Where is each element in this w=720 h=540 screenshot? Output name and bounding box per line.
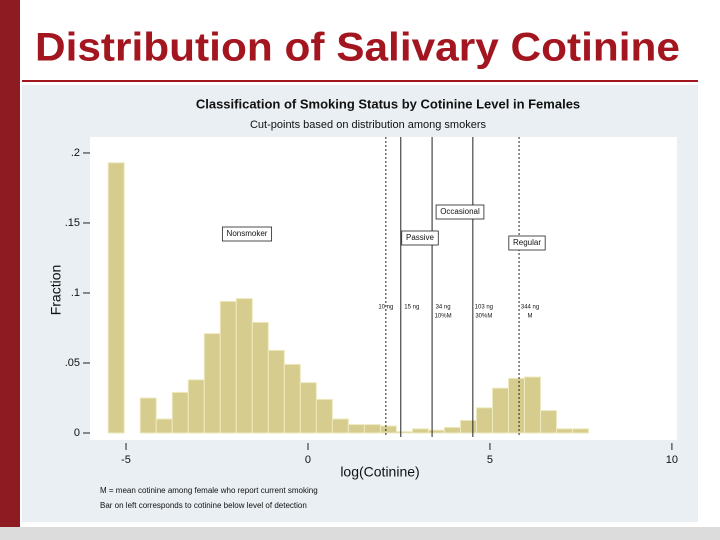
bar xyxy=(475,407,493,434)
y-tick-label: 0 xyxy=(74,427,80,439)
x-tick-label: 5 xyxy=(487,454,493,466)
bar xyxy=(572,428,590,434)
bar xyxy=(283,363,301,434)
bar xyxy=(107,162,125,434)
cut-label: 344 ng xyxy=(521,305,539,311)
y-tick-label: .05 xyxy=(65,357,80,369)
annotation-box xyxy=(221,226,273,242)
annotation: Regular xyxy=(513,238,541,247)
cut-label: 10%M xyxy=(435,314,452,320)
bar xyxy=(395,431,413,434)
annotation: Nonsmoker xyxy=(227,229,268,238)
chart-title: Classification of Smoking Status by Coti… xyxy=(196,96,580,111)
y-tick-label: .1 xyxy=(71,287,80,299)
annotation-box xyxy=(401,230,439,246)
bar xyxy=(235,298,253,434)
x-tick-label: 0 xyxy=(305,454,311,466)
chart-subtitle: Cut-points based on distribution among s… xyxy=(250,119,487,131)
cut-label: M xyxy=(528,314,533,320)
title-rule xyxy=(22,80,698,82)
bar xyxy=(459,419,477,434)
bar xyxy=(411,428,429,434)
y-tick-label: .15 xyxy=(65,217,80,229)
bar xyxy=(331,418,349,434)
bar xyxy=(379,425,397,434)
bar xyxy=(347,424,365,434)
footer-strip xyxy=(0,527,720,540)
bar xyxy=(491,387,510,434)
y-axis-label: Fraction xyxy=(48,265,64,316)
cut-label: 34 ng xyxy=(436,305,451,311)
footnote: Bar on left corresponds to cotinine belo… xyxy=(100,501,307,510)
side-band xyxy=(0,0,20,540)
bar xyxy=(219,300,237,434)
bar xyxy=(315,398,333,434)
annotation: Passive xyxy=(406,233,435,242)
footnote: M = mean cotinine among female who repor… xyxy=(100,486,318,495)
bar xyxy=(299,382,317,434)
x-tick-label: 10 xyxy=(666,454,678,466)
cut-label: 10 ng xyxy=(378,305,393,311)
bar xyxy=(155,418,173,434)
annotation: Occasional xyxy=(440,207,480,216)
cut-label: 103 ng xyxy=(475,305,493,311)
bar xyxy=(187,379,205,434)
x-axis-label: log(Cotinine) xyxy=(340,464,419,480)
bar xyxy=(251,321,269,434)
bar xyxy=(363,424,381,434)
bar xyxy=(556,428,574,434)
bar xyxy=(443,426,461,434)
y-tick-label: .2 xyxy=(71,147,80,159)
bar xyxy=(171,391,189,434)
cut-label: 15 ng xyxy=(404,305,419,311)
bar xyxy=(427,429,445,434)
bar xyxy=(524,376,542,434)
annotation-box xyxy=(435,204,485,220)
bar xyxy=(508,377,526,434)
annotation-box xyxy=(508,235,546,251)
bar xyxy=(139,397,157,434)
bar xyxy=(203,333,221,434)
bar xyxy=(267,349,285,434)
cut-label: 30%M xyxy=(475,314,492,320)
bar xyxy=(540,410,558,434)
slide-title: Distribution of Salivary Cotinine xyxy=(35,26,680,70)
x-tick-label: -5 xyxy=(121,454,131,466)
